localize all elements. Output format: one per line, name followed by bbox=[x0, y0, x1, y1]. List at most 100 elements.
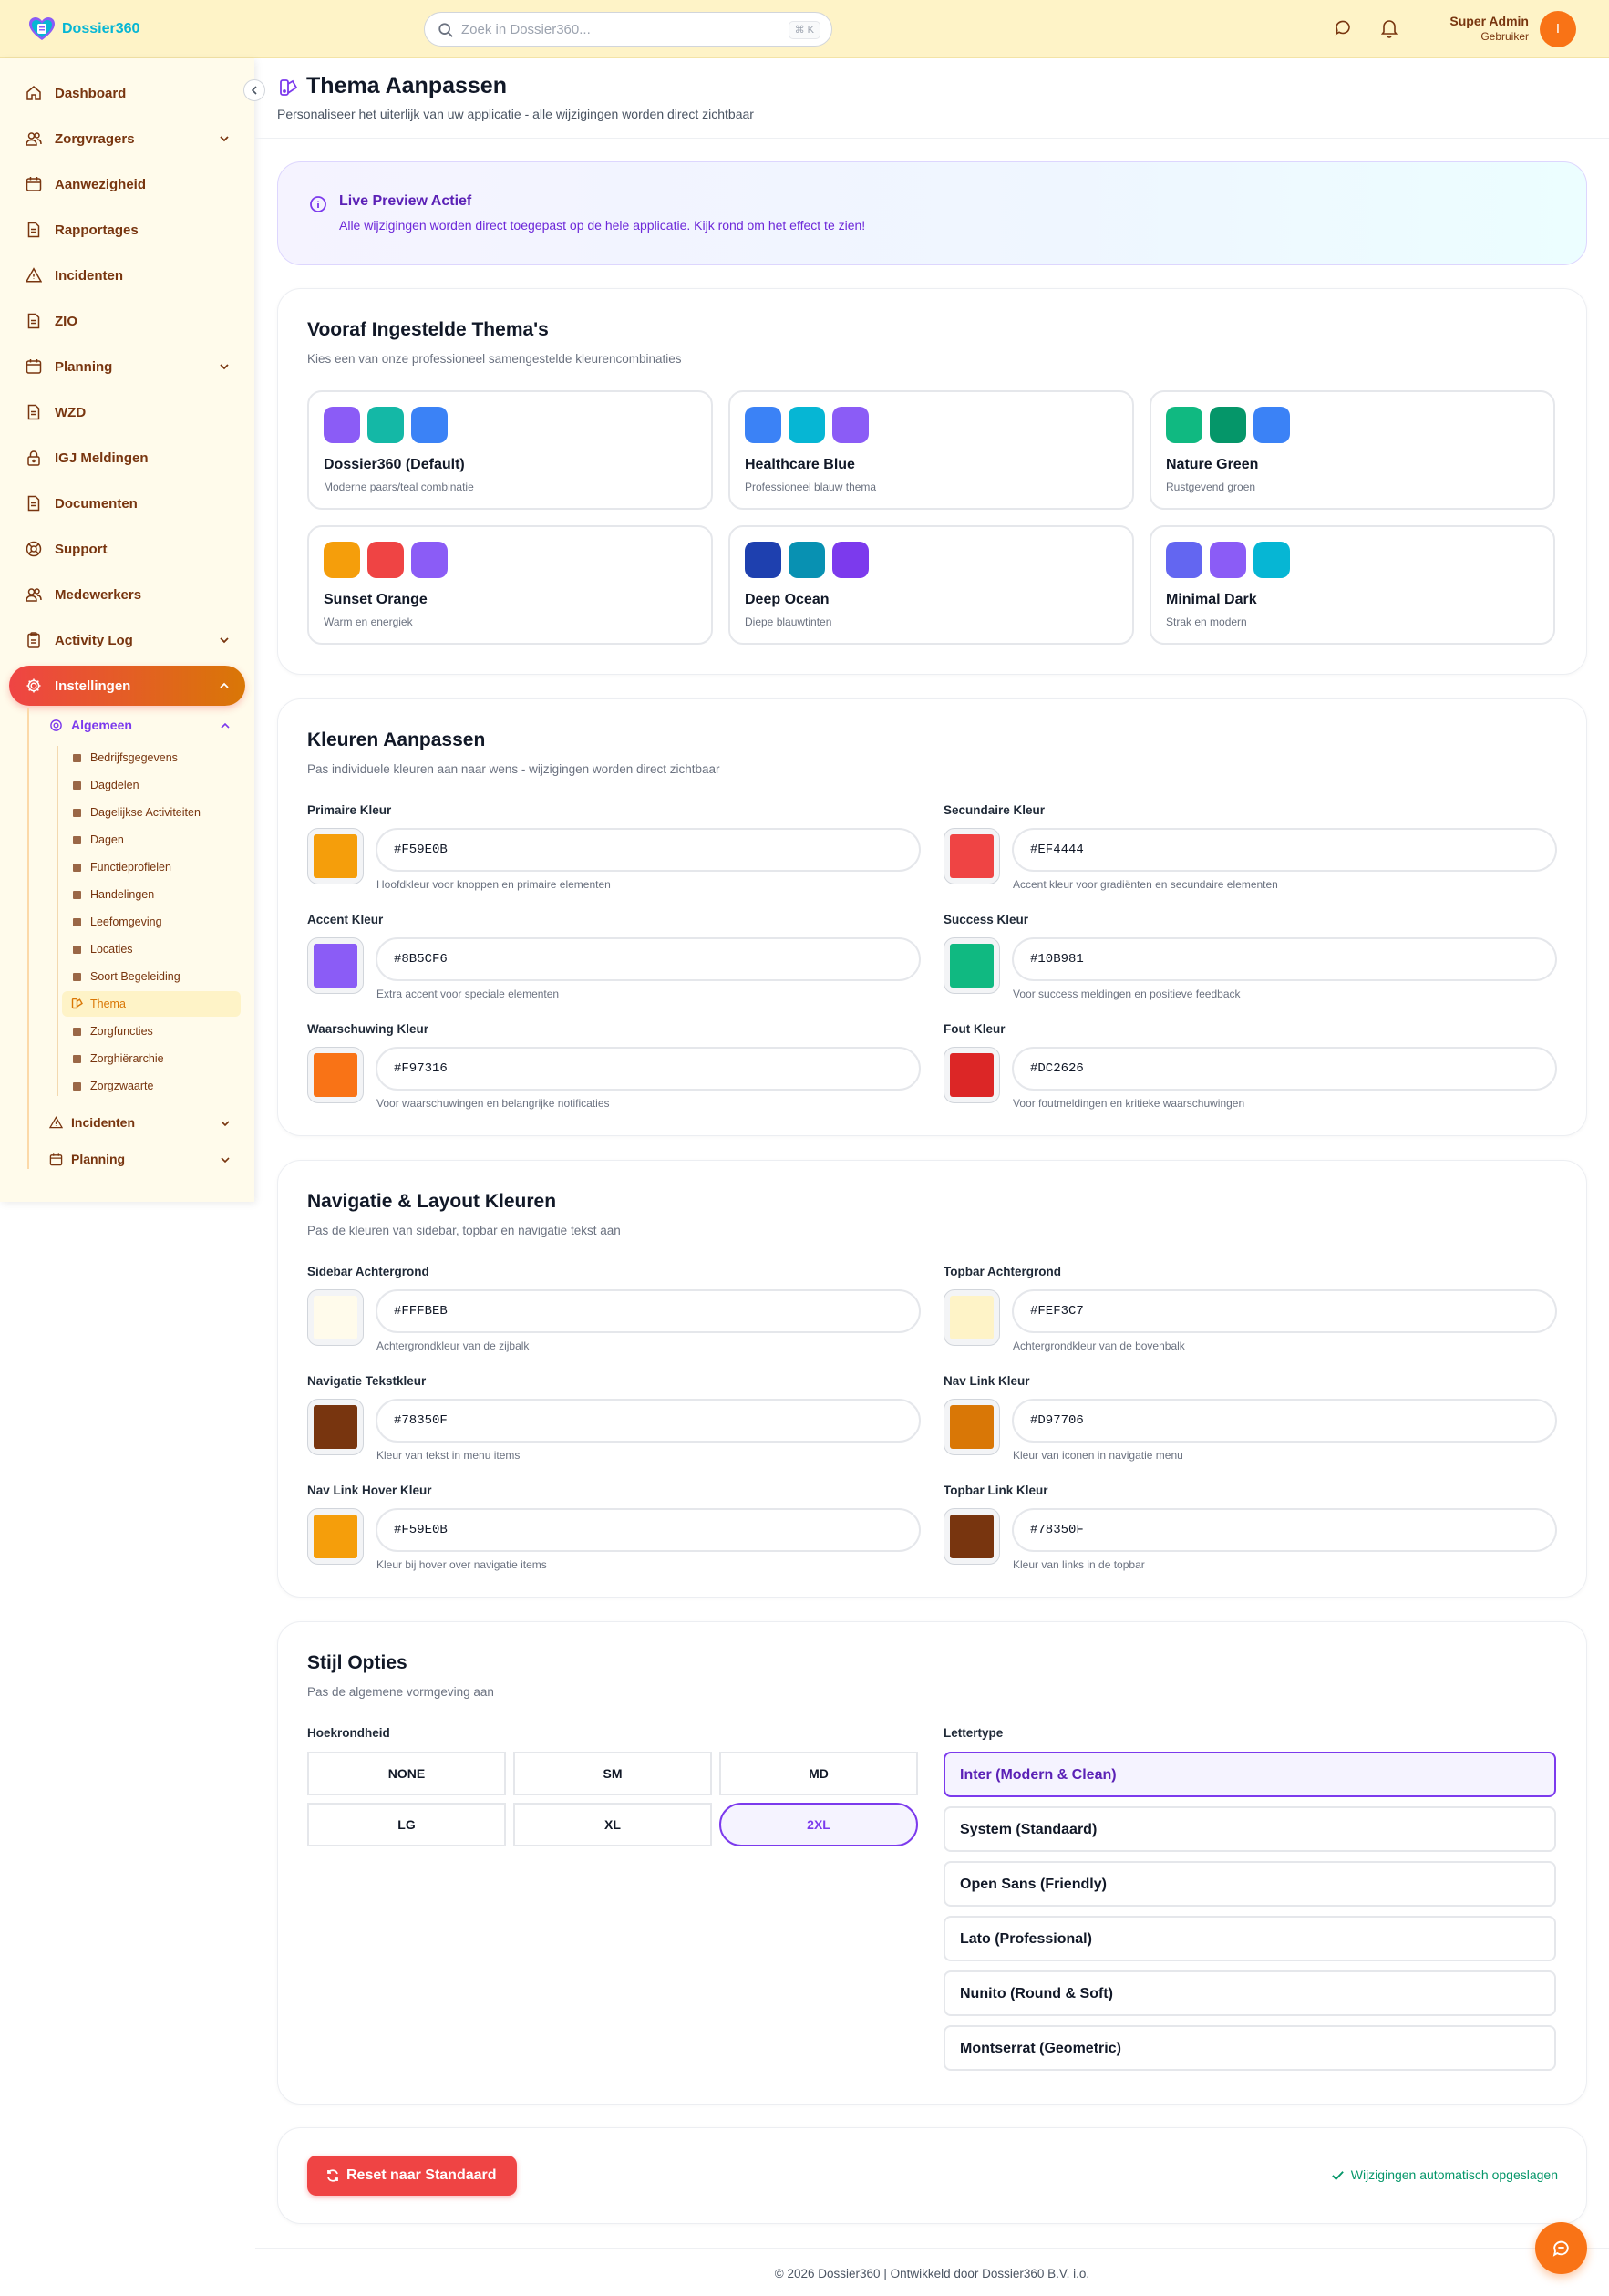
hex-input[interactable]: #78350F bbox=[1012, 1508, 1557, 1552]
font-option[interactable]: Nunito (Round & Soft) bbox=[944, 1970, 1556, 2016]
hex-input[interactable]: #10B981 bbox=[1012, 937, 1557, 981]
radius-option-sm[interactable]: SM bbox=[513, 1752, 712, 1795]
user-name[interactable]: Super Admin bbox=[1449, 14, 1529, 28]
hex-value: #78350F bbox=[394, 1413, 448, 1428]
radius-option-lg[interactable]: LG bbox=[307, 1803, 506, 1846]
hex-input[interactable]: #FEF3C7 bbox=[1012, 1289, 1557, 1333]
hex-input[interactable]: #F97316 bbox=[376, 1047, 921, 1091]
color-picker[interactable] bbox=[307, 1047, 364, 1103]
hex-value: #F59E0B bbox=[394, 1523, 448, 1537]
color-picker[interactable] bbox=[944, 1508, 1000, 1565]
document-icon bbox=[73, 1082, 81, 1091]
sidebar-subitem-dagdelen[interactable]: Dagdelen bbox=[62, 772, 241, 798]
sidebar-item-activity-log[interactable]: Activity Log bbox=[9, 620, 245, 660]
sidebar-item-igj-meldingen[interactable]: IGJ Meldingen bbox=[9, 438, 245, 478]
theme-card[interactable]: Minimal Dark Strak en modern bbox=[1150, 525, 1555, 645]
hex-input[interactable]: #F59E0B bbox=[376, 828, 921, 872]
font-option[interactable]: Lato (Professional) bbox=[944, 1916, 1556, 1961]
sidebar-item-support[interactable]: Support bbox=[9, 529, 245, 569]
lock-icon bbox=[27, 450, 40, 466]
font-option[interactable]: Open Sans (Friendly) bbox=[944, 1861, 1556, 1907]
theme-card[interactable]: Nature Green Rustgevend groen bbox=[1150, 390, 1555, 510]
sidebar-item-zio[interactable]: ZIO bbox=[9, 301, 245, 341]
font-option[interactable]: Montserrat (Geometric) bbox=[944, 2025, 1556, 2071]
color-picker[interactable] bbox=[307, 828, 364, 884]
color-picker[interactable] bbox=[307, 937, 364, 994]
theme-description: Moderne paars/teal combinatie bbox=[324, 481, 474, 493]
sidebar-item-aanwezigheid[interactable]: Aanwezigheid bbox=[9, 164, 245, 204]
radius-option-none[interactable]: NONE bbox=[307, 1752, 506, 1795]
logo[interactable]: Dossier360 bbox=[27, 15, 139, 44]
hex-input[interactable]: #F59E0B bbox=[376, 1508, 921, 1552]
theme-card[interactable]: Healthcare Blue Professioneel blauw thema bbox=[728, 390, 1134, 510]
chat-icon[interactable] bbox=[1334, 18, 1352, 36]
sidebar-item-wzd[interactable]: WZD bbox=[9, 392, 245, 432]
color-picker[interactable] bbox=[944, 828, 1000, 884]
bell-icon[interactable] bbox=[1380, 18, 1398, 38]
sidebar-subitem-leefomgeving[interactable]: Leefomgeving bbox=[62, 909, 241, 935]
sidebar-subitem-zorghiërarchie[interactable]: Zorghiërarchie bbox=[62, 1046, 241, 1071]
theme-card[interactable]: Dossier360 (Default) Moderne paars/teal c… bbox=[307, 390, 713, 510]
hex-input[interactable]: #78350F bbox=[376, 1399, 921, 1443]
color-picker[interactable] bbox=[944, 1289, 1000, 1346]
sidebar-collapse-button[interactable] bbox=[243, 79, 265, 101]
color-picker[interactable] bbox=[944, 937, 1000, 994]
sidebar-subitem-dagelijkse-activiteiten[interactable]: Dagelijkse Activiteiten bbox=[62, 800, 241, 825]
color-picker[interactable] bbox=[307, 1399, 364, 1455]
radius-option-2xl[interactable]: 2XL bbox=[719, 1803, 918, 1846]
color-swatch bbox=[314, 834, 357, 878]
chevron-down-icon bbox=[221, 1121, 230, 1127]
sidebar-item-zorgvragers[interactable]: Zorgvragers bbox=[9, 119, 245, 159]
theme-name: Nature Green bbox=[1166, 457, 1259, 472]
sidebar-item-incidenten[interactable]: Incidenten bbox=[9, 255, 245, 295]
radius-option-xl[interactable]: XL bbox=[513, 1803, 712, 1846]
chevron-down-icon bbox=[220, 364, 229, 370]
sidebar-item-planning[interactable]: Planning bbox=[9, 346, 245, 387]
color-picker[interactable] bbox=[307, 1508, 364, 1565]
theme-name: Dossier360 (Default) bbox=[324, 457, 465, 472]
sidebar-subitem-zorgfuncties[interactable]: Zorgfuncties bbox=[62, 1019, 241, 1044]
color-picker[interactable] bbox=[944, 1047, 1000, 1103]
color-picker[interactable] bbox=[307, 1289, 364, 1346]
sidebar-subitem-label: Handelingen bbox=[90, 888, 155, 901]
hex-input[interactable]: #D97706 bbox=[1012, 1399, 1557, 1443]
font-option[interactable]: Inter (Modern & Clean) bbox=[944, 1752, 1556, 1797]
sidebar-item-rapportages[interactable]: Rapportages bbox=[9, 210, 245, 250]
hex-value: #F97316 bbox=[394, 1061, 448, 1076]
sidebar-item-dashboard[interactable]: Dashboard bbox=[9, 73, 245, 113]
reset-button[interactable]: Reset naar Standaard bbox=[307, 2156, 517, 2196]
sidebar-subitem-thema[interactable]: Thema bbox=[62, 991, 241, 1017]
sidebar-subitem-planning[interactable]: Planning bbox=[36, 1143, 242, 1174]
sidebar-subitem-bedrijfsgegevens[interactable]: Bedrijfsgegevens bbox=[62, 745, 241, 771]
sidebar-subitem-label: Soort Begeleiding bbox=[90, 970, 180, 983]
theme-card[interactable]: Sunset Orange Warm en energiek bbox=[307, 525, 713, 645]
sidebar-subitem-zorgzwaarte[interactable]: Zorgzwaarte bbox=[62, 1073, 241, 1099]
sidebar-item-medewerkers[interactable]: Medewerkers bbox=[9, 574, 245, 615]
hex-input[interactable]: #EF4444 bbox=[1012, 828, 1557, 872]
sidebar-item-instellingen[interactable]: Instellingen bbox=[9, 666, 245, 706]
theme-card[interactable]: Deep Ocean Diepe blauwtinten bbox=[728, 525, 1134, 645]
avatar[interactable]: I bbox=[1540, 11, 1576, 47]
sidebar-subitem-functieprofielen[interactable]: Functieprofielen bbox=[62, 854, 241, 880]
sidebar-subitem-dagen[interactable]: Dagen bbox=[62, 827, 241, 853]
sidebar-subitem-incidenten[interactable]: Incidenten bbox=[36, 1107, 242, 1138]
sidebar-subitem-label: Locaties bbox=[90, 943, 133, 956]
color-picker[interactable] bbox=[944, 1399, 1000, 1455]
hex-input[interactable]: #8B5CF6 bbox=[376, 937, 921, 981]
sidebar-subitem-locaties[interactable]: Locaties bbox=[62, 936, 241, 962]
sidebar-subitem-handelingen[interactable]: Handelingen bbox=[62, 882, 241, 907]
font-option[interactable]: System (Standaard) bbox=[944, 1806, 1556, 1852]
chat-fab-button[interactable] bbox=[1535, 2222, 1587, 2274]
sidebar-item-documenten[interactable]: Documenten bbox=[9, 483, 245, 523]
sidebar-subitem-soort-begeleiding[interactable]: Soort Begeleiding bbox=[62, 964, 241, 989]
hex-input[interactable]: #DC2626 bbox=[1012, 1047, 1557, 1091]
radius-option-md[interactable]: MD bbox=[719, 1752, 918, 1795]
chevron-down-icon bbox=[221, 1157, 230, 1164]
search-input[interactable]: Zoek in Dossier360... ⌘ K bbox=[424, 12, 832, 47]
hex-input[interactable]: #FFFBEB bbox=[376, 1289, 921, 1333]
color-swatch bbox=[314, 1515, 357, 1558]
hex-value: #10B981 bbox=[1030, 952, 1084, 967]
sidebar-item-label: Rapportages bbox=[55, 222, 139, 238]
sidebar-subitem-algemeen[interactable]: Algemeen bbox=[36, 709, 242, 740]
field-help: Accent kleur voor gradiënten en secundai… bbox=[1013, 878, 1278, 891]
